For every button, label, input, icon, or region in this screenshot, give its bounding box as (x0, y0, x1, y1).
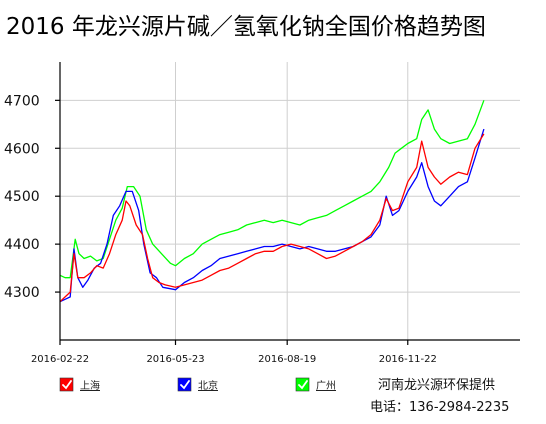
legend-label: 广州 (316, 380, 336, 392)
legend-item-广州: 广州 (295, 377, 336, 392)
y-tick-label: 4700 (4, 93, 40, 109)
legend-item-上海: 上海 (59, 377, 100, 392)
y-tick-labels: 4300 4400 4500 4600 4700 (4, 93, 40, 301)
footer-company: 河南龙兴源环保提供 (378, 377, 495, 393)
axes (55, 62, 520, 345)
series-line-北京 (59, 128, 485, 303)
legend-swatch (177, 377, 192, 392)
footer-phone: 电话：136-2984-2235 (370, 400, 509, 415)
x-tick-labels: 2016-02-22 2016-05-23 2016-08-19 2016-11-22 (31, 354, 437, 365)
series-lines (59, 100, 485, 303)
x-tick-label: 2016-11-22 (379, 354, 437, 365)
check-icon (62, 380, 72, 390)
y-tick-label: 4400 (4, 237, 40, 253)
legend-label: 上海 (80, 379, 100, 392)
chart-title: 2016 年龙兴源片碱／氢氧化钠全国价格趋势图 (6, 14, 486, 40)
grid-lines (59, 62, 520, 340)
legend: 上海 北京 广州 (59, 377, 336, 392)
y-tick-label: 4600 (4, 141, 40, 157)
y-tick-label: 4500 (4, 189, 40, 205)
x-tick-label: 2016-02-22 (31, 354, 89, 365)
legend-swatch (295, 377, 310, 392)
check-icon (180, 380, 190, 390)
x-tick-label: 2016-05-23 (146, 354, 204, 365)
series-line-上海 (59, 133, 485, 303)
legend-swatch (59, 377, 74, 392)
legend-label: 北京 (198, 379, 218, 392)
y-tick-label: 4300 (4, 285, 40, 301)
x-tick-label: 2016-08-19 (258, 354, 316, 365)
check-icon (298, 380, 308, 390)
series-line-广州 (59, 100, 485, 279)
legend-item-北京: 北京 (177, 377, 218, 392)
